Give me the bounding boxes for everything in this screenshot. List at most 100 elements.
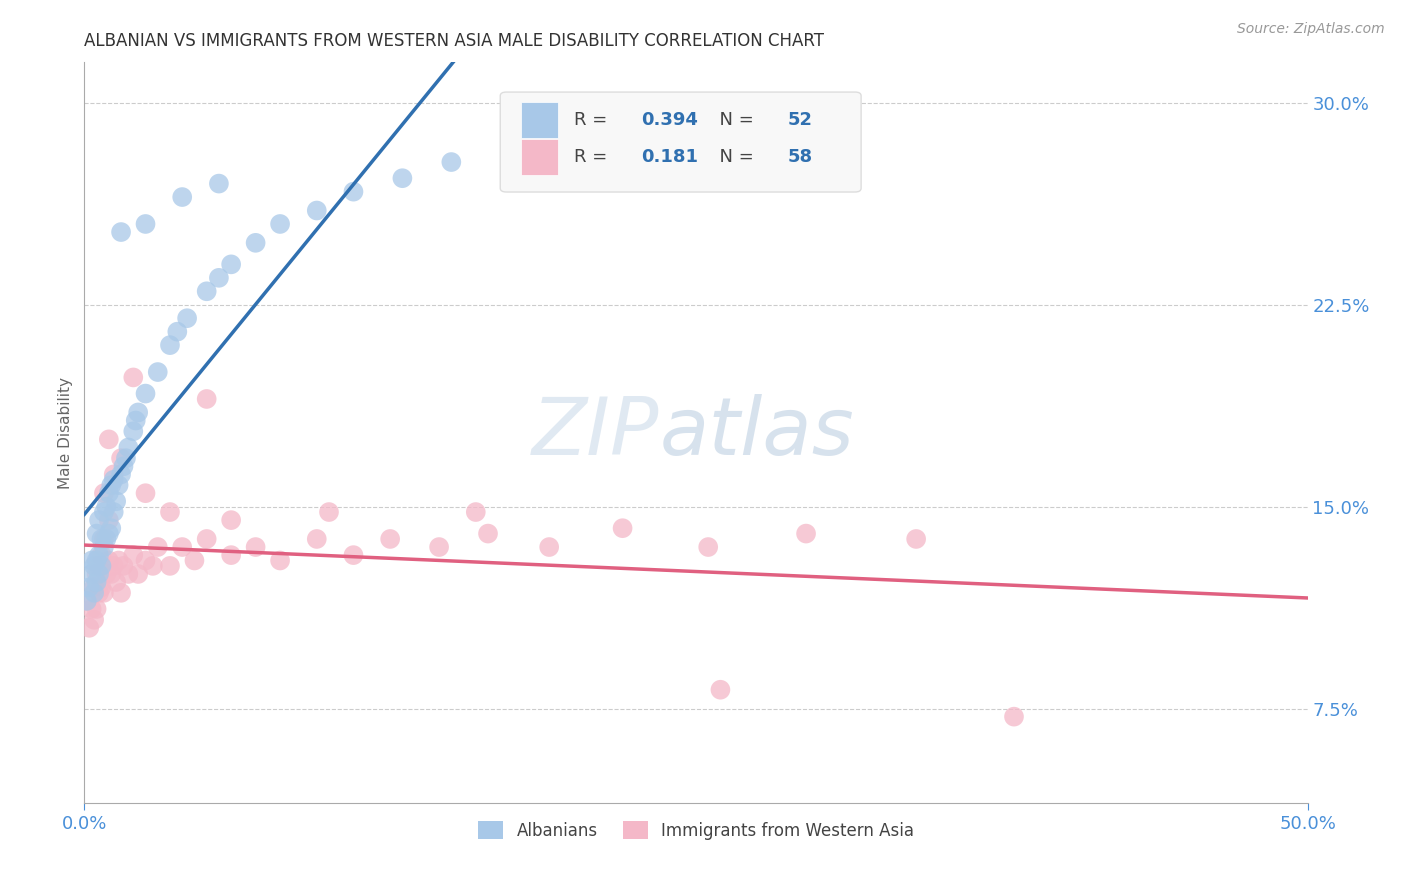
Point xyxy=(93,532,115,546)
Point xyxy=(86,526,108,541)
Point xyxy=(269,553,291,567)
Point xyxy=(103,467,125,482)
Point xyxy=(127,405,149,419)
Point xyxy=(103,505,125,519)
Point xyxy=(122,424,145,438)
Point xyxy=(110,467,132,482)
Text: 52: 52 xyxy=(787,112,813,129)
Point xyxy=(122,548,145,562)
Point xyxy=(112,459,135,474)
Point xyxy=(159,505,181,519)
Point xyxy=(93,540,115,554)
Point xyxy=(513,139,536,153)
Text: 58: 58 xyxy=(787,148,813,166)
Point xyxy=(245,540,267,554)
Point xyxy=(440,155,463,169)
Point xyxy=(477,526,499,541)
Point xyxy=(77,621,100,635)
Point xyxy=(166,325,188,339)
Point xyxy=(176,311,198,326)
Point xyxy=(159,558,181,573)
Point xyxy=(183,553,205,567)
Point xyxy=(342,548,364,562)
Point xyxy=(93,486,115,500)
Point xyxy=(172,190,194,204)
Point xyxy=(87,586,110,600)
Point xyxy=(97,433,120,447)
Point xyxy=(97,486,120,500)
Point xyxy=(697,540,720,554)
Point xyxy=(709,682,731,697)
Point xyxy=(905,532,928,546)
Point xyxy=(87,513,110,527)
Point xyxy=(105,575,128,590)
Point xyxy=(245,235,267,250)
Point xyxy=(86,553,108,567)
Point xyxy=(76,594,98,608)
Point xyxy=(107,553,129,567)
Point xyxy=(90,581,112,595)
Point xyxy=(96,532,118,546)
Y-axis label: Male Disability: Male Disability xyxy=(58,376,73,489)
Point xyxy=(97,513,120,527)
Point xyxy=(110,225,132,239)
Point xyxy=(83,586,105,600)
Point xyxy=(100,521,122,535)
Point xyxy=(135,486,157,500)
Point xyxy=(380,532,402,546)
Point xyxy=(135,217,157,231)
Text: atlas: atlas xyxy=(659,393,853,472)
Point xyxy=(208,177,231,191)
Point xyxy=(86,566,108,581)
Point xyxy=(159,338,181,352)
Point xyxy=(1002,709,1025,723)
Point xyxy=(269,217,291,231)
Text: 0.181: 0.181 xyxy=(641,148,697,166)
Point xyxy=(172,540,194,554)
Point xyxy=(93,586,115,600)
Point xyxy=(135,386,157,401)
Point xyxy=(110,586,132,600)
Point xyxy=(97,553,120,567)
Point xyxy=(342,185,364,199)
Point xyxy=(103,473,125,487)
Point xyxy=(464,505,486,519)
Point xyxy=(538,540,561,554)
Point xyxy=(195,392,218,406)
Text: ZIP: ZIP xyxy=(531,393,659,472)
Point xyxy=(219,513,242,527)
Text: N =: N = xyxy=(709,148,759,166)
Point xyxy=(97,526,120,541)
Point xyxy=(76,594,98,608)
Point xyxy=(83,558,105,573)
Point xyxy=(146,365,169,379)
Point xyxy=(208,270,231,285)
Point xyxy=(305,203,328,218)
Point xyxy=(110,451,132,466)
Text: Source: ZipAtlas.com: Source: ZipAtlas.com xyxy=(1237,22,1385,37)
Point xyxy=(115,451,138,466)
Point xyxy=(125,413,148,427)
Point xyxy=(86,602,108,616)
Point xyxy=(86,575,108,590)
Point xyxy=(83,581,105,595)
FancyBboxPatch shape xyxy=(522,103,558,138)
Point xyxy=(305,532,328,546)
Point xyxy=(103,558,125,573)
Point xyxy=(80,553,103,567)
Point xyxy=(83,613,105,627)
Point xyxy=(195,285,218,299)
Point xyxy=(96,500,118,514)
Point xyxy=(112,558,135,573)
Point xyxy=(117,441,139,455)
Point xyxy=(96,566,118,581)
Point xyxy=(105,494,128,508)
FancyBboxPatch shape xyxy=(501,92,860,192)
Point xyxy=(135,553,157,567)
Point xyxy=(90,548,112,562)
Point xyxy=(100,566,122,581)
Point xyxy=(219,548,242,562)
Point xyxy=(391,171,413,186)
Point xyxy=(612,521,634,535)
FancyBboxPatch shape xyxy=(522,139,558,175)
